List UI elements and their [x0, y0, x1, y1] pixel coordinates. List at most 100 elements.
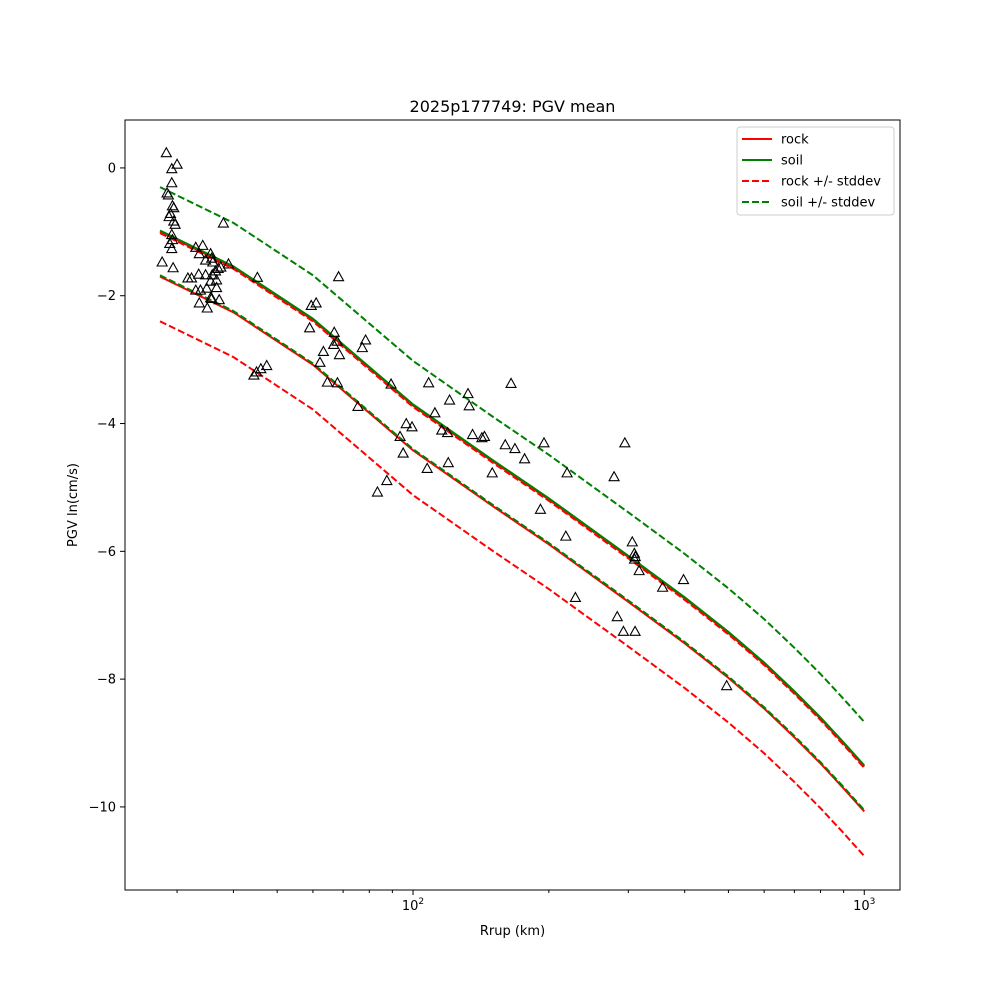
observation-point	[406, 420, 418, 432]
x-tick-label: 103	[853, 897, 875, 914]
legend-label: soil	[781, 154, 803, 169]
curve-soil-stddev-5	[159, 186, 866, 723]
observation-point	[421, 462, 434, 473]
observation-point	[321, 375, 334, 387]
observation-point	[210, 273, 223, 285]
observation-point	[205, 252, 218, 263]
observation-point	[165, 162, 178, 174]
observation-point	[204, 291, 217, 303]
observation-point	[305, 299, 318, 311]
observation-point	[486, 466, 499, 478]
observation-point	[462, 387, 474, 399]
y-tick-label: −8	[97, 673, 116, 688]
observation-point	[561, 466, 574, 478]
observation-point	[167, 201, 180, 213]
y-axis-ticks: 0 −2 −4 −6 −8 −10	[89, 161, 125, 815]
observation-point	[193, 247, 206, 259]
observation-point	[193, 296, 206, 308]
observation-point	[611, 610, 624, 622]
observation-point	[165, 176, 178, 188]
observation-point	[222, 257, 235, 269]
observation-point	[380, 474, 393, 486]
observation-point	[478, 430, 491, 441]
observation-point	[508, 442, 521, 454]
observation-point	[628, 553, 641, 564]
observation-point	[443, 393, 456, 405]
observation-point	[214, 260, 227, 272]
model-curves	[159, 186, 866, 857]
observation-point	[720, 679, 733, 691]
observation-point	[463, 399, 476, 411]
x-axis-ticks: 102 103	[176, 890, 875, 914]
observation-point	[156, 255, 169, 267]
observation-point	[217, 216, 230, 228]
observation-point	[422, 376, 435, 388]
observation-point	[204, 247, 217, 259]
observation-point	[538, 436, 550, 448]
observation-point	[167, 261, 180, 273]
observation-point	[333, 348, 346, 360]
observation-point	[628, 547, 641, 558]
observation-point	[441, 426, 454, 438]
observation-point	[499, 438, 512, 450]
observation-point	[505, 377, 517, 388]
observation-point	[466, 428, 479, 440]
observation-point	[160, 146, 173, 158]
observation-point	[247, 368, 260, 380]
observation-point	[617, 625, 630, 636]
observation-point	[534, 503, 547, 514]
chart-title: 2025p177749: PGV mean	[410, 97, 616, 116]
observation-point	[475, 431, 488, 443]
observation-point	[200, 282, 213, 293]
observation-point	[162, 188, 175, 200]
legend-label: soil +/- stddev	[781, 196, 876, 211]
observation-point	[394, 430, 406, 441]
observation-point	[569, 591, 582, 603]
observation-point	[163, 210, 176, 222]
observation-point	[633, 564, 646, 576]
observation-point	[629, 625, 641, 636]
observation-point	[428, 406, 441, 418]
observation-point	[371, 485, 384, 497]
curve-soil-2	[159, 229, 866, 767]
observation-point	[327, 338, 340, 349]
observation-point	[171, 158, 184, 169]
curve-rock-stddev-4	[159, 232, 866, 769]
y-tick-label: −10	[89, 800, 116, 815]
observation-point	[400, 417, 413, 429]
observation-point	[397, 446, 410, 458]
plot-area	[124, 119, 901, 891]
observation-point	[251, 271, 264, 282]
observation-point	[559, 529, 572, 541]
observation-point	[310, 296, 323, 308]
observation-point	[435, 423, 448, 435]
observation-point	[303, 321, 316, 333]
observation-point	[332, 270, 345, 282]
observation-point	[618, 436, 631, 448]
observation-point	[254, 362, 267, 374]
observation-point	[442, 456, 455, 468]
observation-point	[317, 345, 330, 357]
observation-point	[518, 452, 531, 464]
observation-point	[192, 268, 205, 279]
observation-point	[385, 377, 397, 389]
y-axis-label: PGV ln(cm/s)	[66, 463, 81, 547]
axes-background	[125, 120, 900, 890]
observation-point	[165, 242, 178, 254]
y-tick-label: −4	[97, 417, 116, 432]
observation-points	[156, 146, 733, 691]
observation-point	[206, 255, 219, 267]
observation-point	[331, 376, 344, 388]
observation-point	[629, 550, 642, 562]
observation-point	[677, 573, 690, 585]
observation-point	[356, 341, 369, 353]
y-tick-label: −6	[97, 545, 116, 560]
observation-point	[352, 400, 364, 411]
observation-point	[165, 228, 178, 240]
y-tick-label: 0	[108, 161, 116, 176]
observation-point	[359, 333, 372, 345]
observation-point	[260, 359, 273, 371]
observation-point	[205, 292, 218, 303]
observation-point	[314, 356, 326, 367]
